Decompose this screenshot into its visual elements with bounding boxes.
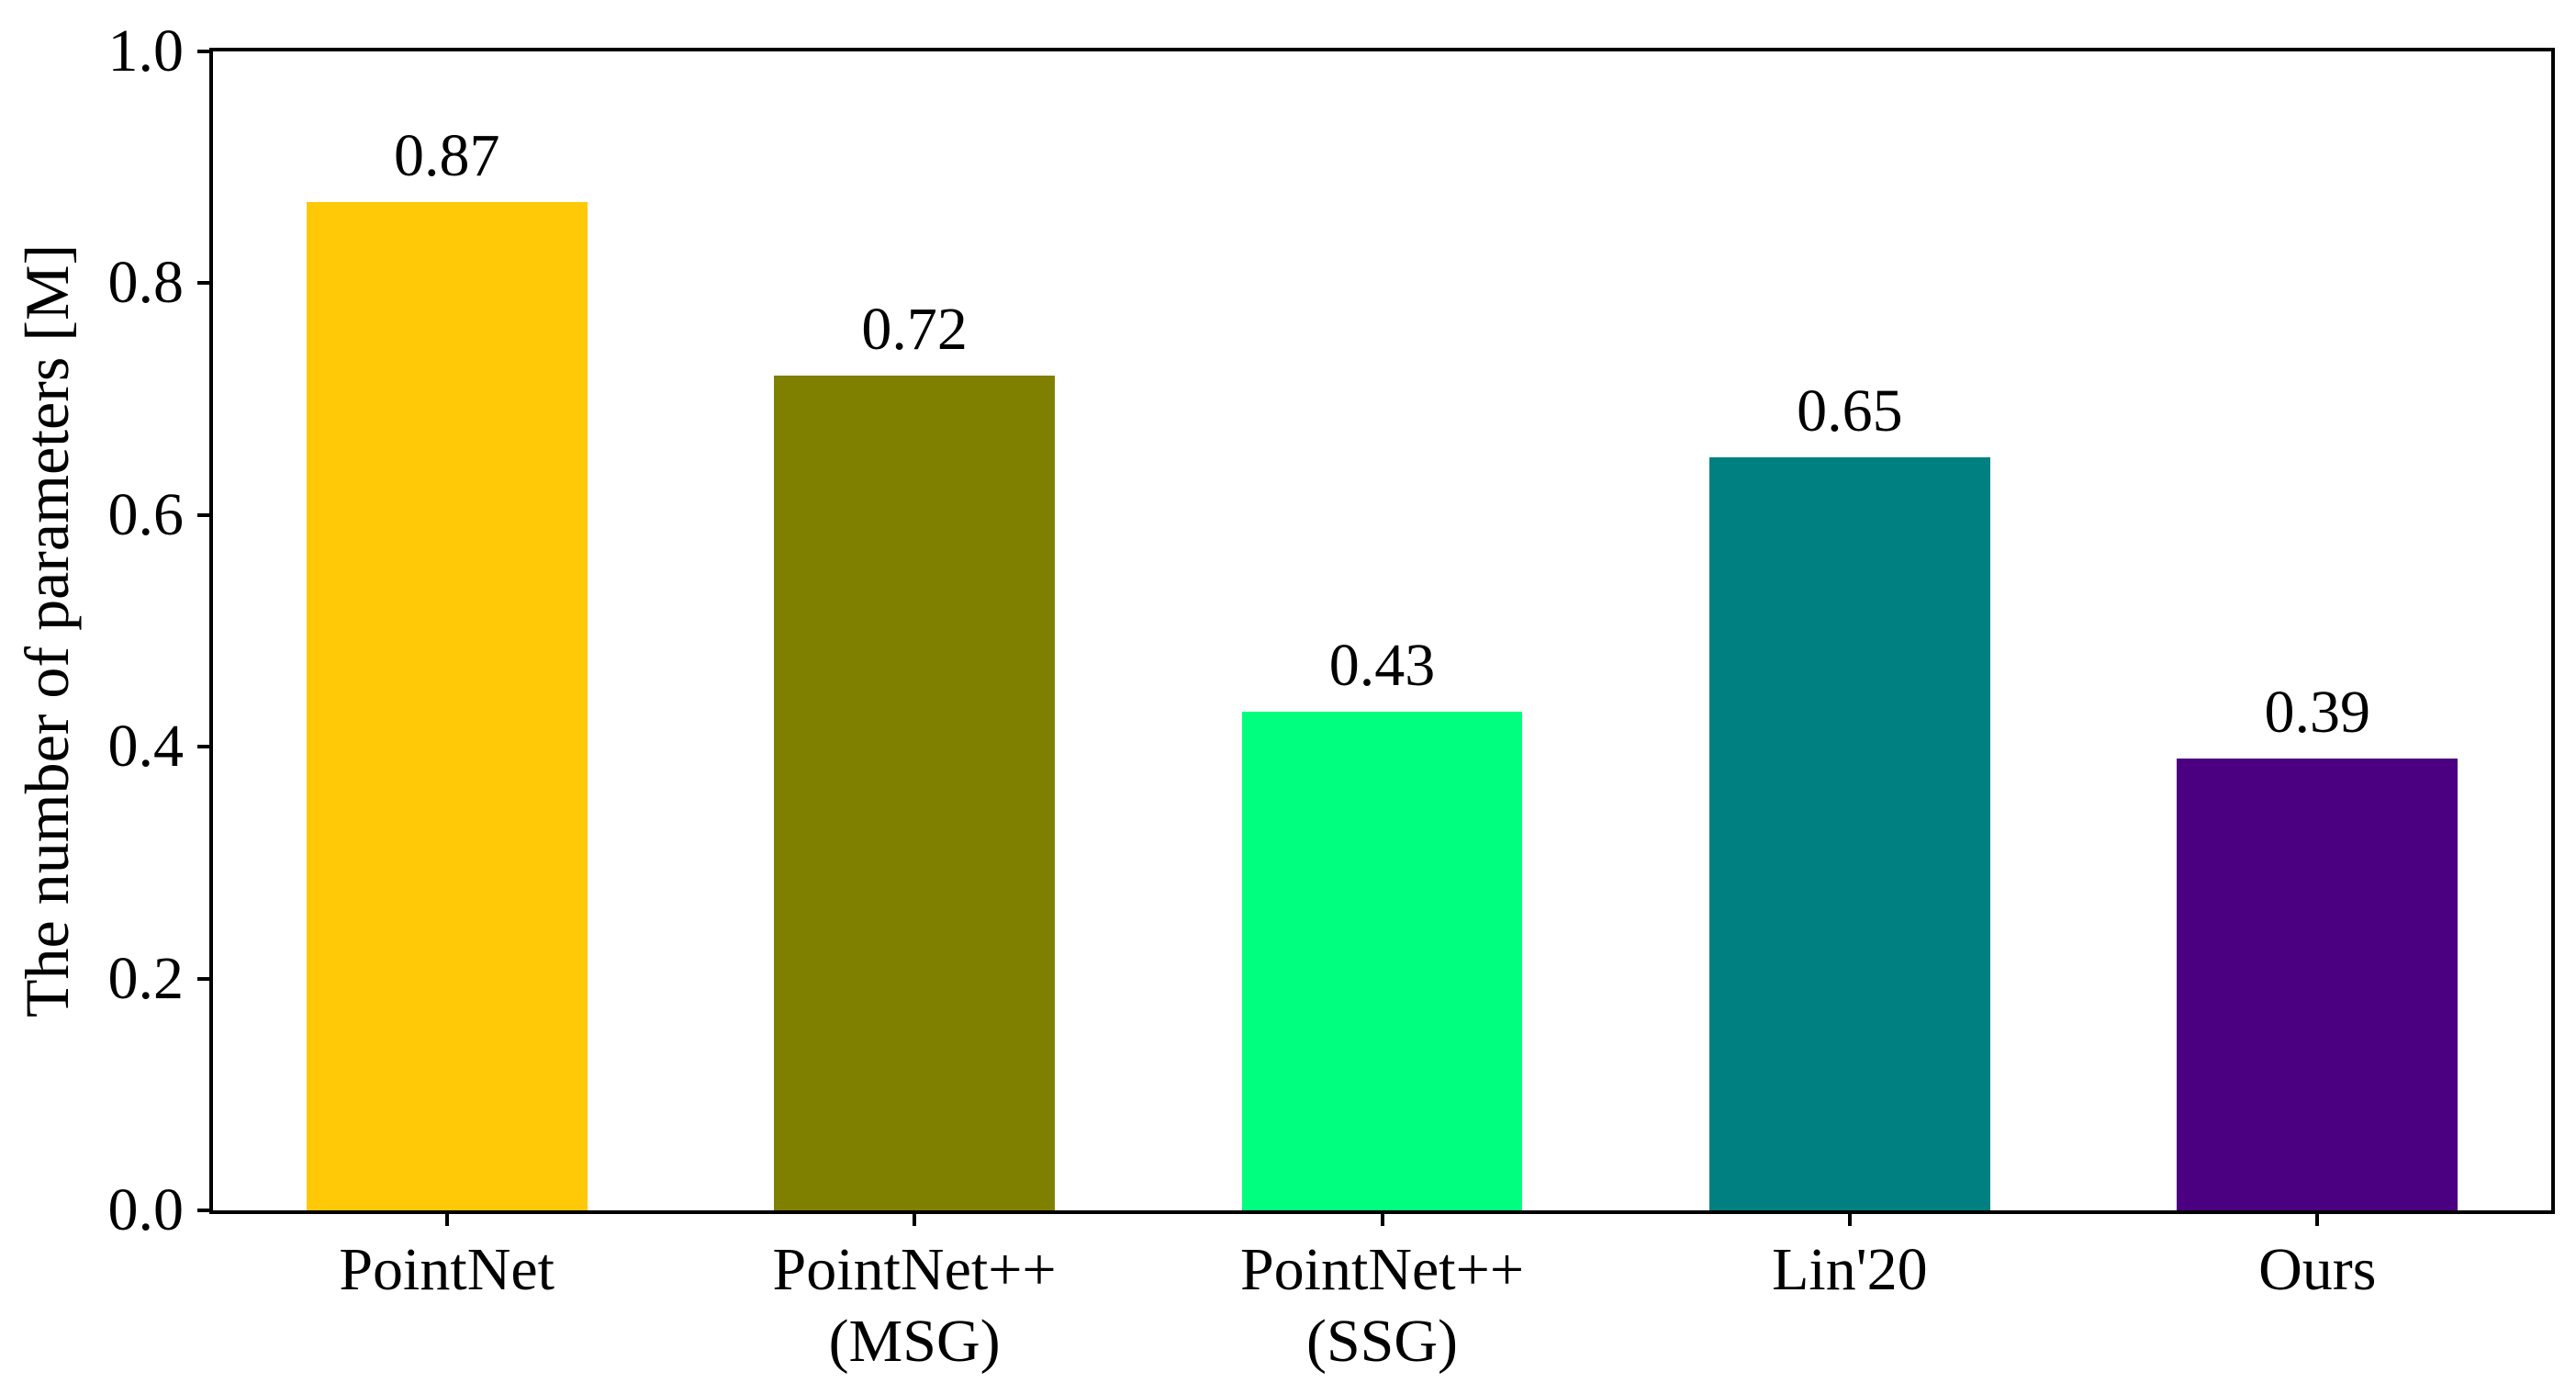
x-tick-lin-20: [1847, 1210, 1852, 1226]
y-tick-0-2: [197, 976, 213, 981]
x-tick-label-pointnet-ssg: PointNet++ (SSG): [1239, 1236, 1525, 1375]
bar-value-pointnet-ssg: 0.43: [1328, 632, 1436, 700]
x-tick-label-pointnet-msg: PointNet++ (MSG): [772, 1236, 1057, 1375]
y-tick-0-0: [197, 1209, 213, 1212]
bar-value-ours: 0.39: [2264, 678, 2371, 746]
bar-pointnet-msg: [774, 376, 1055, 1210]
y-tick-label-0-4: 0.4: [107, 713, 185, 781]
plot-area: 0.87 0.72 0.43 0.65 0.39 0.0 0.2 0.4 0.6 0.8 1.0 …: [108, 17, 2555, 1375]
y-tick-0-6: [197, 512, 213, 517]
x-tick-label-lin-20: Lin'20: [1772, 1236, 1928, 1303]
y-tick-label-0-0: 0.0: [107, 1176, 185, 1243]
y-tick-label-0-6: 0.6: [107, 480, 185, 548]
x-tick-pointnet-ssg: [1380, 1210, 1384, 1226]
x-tick-label-ours: Ours: [2258, 1236, 2377, 1303]
y-tick-1-0: [197, 50, 213, 53]
y-axis-label: The number of parameters [M]: [12, 243, 82, 1018]
y-tick-0-8: [197, 281, 213, 286]
y-tick-label-0-2: 0.2: [107, 944, 185, 1012]
y-tick-label-0-8: 0.8: [107, 249, 185, 317]
bar-pointnet: [306, 202, 588, 1210]
x-tick-pointnet: [444, 1210, 449, 1226]
bar-pointnet-ssg: [1241, 712, 1523, 1210]
x-tick-label-pointnet: PointNet: [339, 1236, 555, 1303]
y-tick-0-4: [197, 745, 213, 749]
x-tick-ours: [2315, 1210, 2320, 1226]
bar-value-pointnet-msg: 0.72: [861, 296, 968, 364]
y-tick-label-1-0: 1.0: [107, 17, 185, 84]
x-tick-pointnet-msg: [913, 1210, 917, 1226]
bar-ours: [2177, 758, 2458, 1210]
bar-lin-20: [1709, 456, 1990, 1210]
bar-value-pointnet: 0.87: [393, 122, 500, 190]
bar-value-lin-20: 0.65: [1797, 377, 1903, 444]
